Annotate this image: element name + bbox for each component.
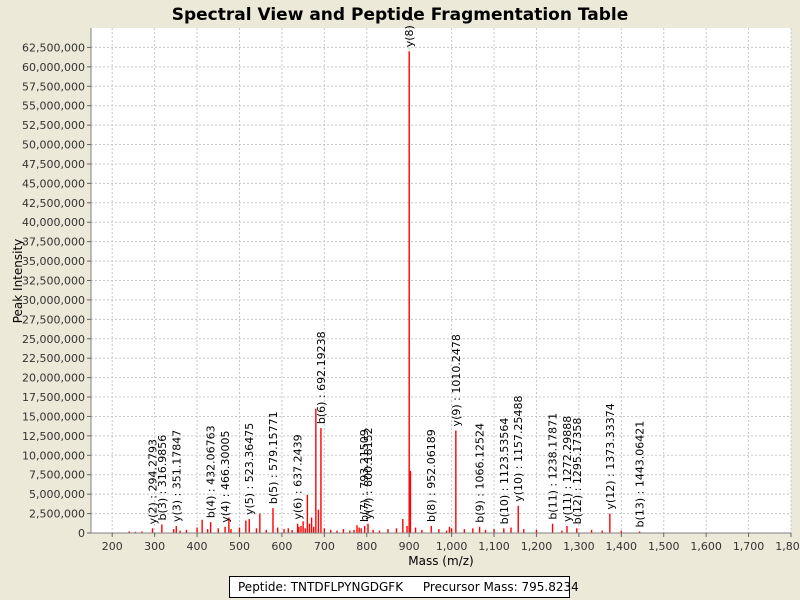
peak-annotation: y(4) : 466.30005 bbox=[219, 431, 232, 523]
peak-annotation: b(4) : 432.06763 bbox=[205, 425, 218, 518]
x-tick-label: 1,400 bbox=[606, 540, 638, 553]
y-tick-label: 5,000,000 bbox=[29, 488, 85, 501]
x-axis-ticks: 200 300 400 500 600 700 800 900 1,000 1,100 1,200 1… bbox=[102, 533, 800, 553]
peak-annotation: y(3) : 351.17847 bbox=[170, 430, 183, 522]
y-axis-label: Peak Intensity bbox=[11, 239, 25, 324]
peak-annotation: y(12) : 1373.33374 bbox=[604, 403, 617, 509]
y-tick-label: 62,500,000 bbox=[22, 41, 85, 54]
x-tick-label: 200 bbox=[102, 540, 123, 553]
x-tick-label: 400 bbox=[187, 540, 208, 553]
peak-annotation: y(9) : 1010.2478 bbox=[450, 334, 463, 426]
y-tick-label: 52,500,000 bbox=[22, 119, 85, 132]
y-tick-label: 20,000,000 bbox=[22, 372, 85, 385]
y-tick-label: 45,000,000 bbox=[22, 177, 85, 190]
peak-annotation: y(8) : bbox=[403, 18, 416, 47]
y-tick-label: 7,500,000 bbox=[29, 469, 85, 482]
x-tick-label: 500 bbox=[229, 540, 250, 553]
peak-annotation: b(11) : 1238.17871 bbox=[547, 413, 560, 520]
x-tick-label: 800 bbox=[356, 540, 377, 553]
peak-annotation: y(7) : 800.18152 bbox=[362, 427, 375, 519]
peak-annotation: y(5) : 523.36475 bbox=[243, 423, 256, 515]
y-tick-label: 37,500,000 bbox=[22, 236, 85, 249]
y-tick-label: 0 bbox=[78, 527, 85, 540]
peak-annotation: b(3) : 316.9856 bbox=[156, 435, 169, 521]
peak-annotation: b(10) : 1123.53564 bbox=[498, 418, 511, 525]
x-tick-label: 1,300 bbox=[563, 540, 595, 553]
y-tick-label: 30,000,000 bbox=[22, 294, 85, 307]
peak-annotation: y(11) : 1272.29888 bbox=[561, 416, 574, 522]
spectrum-peaks bbox=[128, 51, 641, 533]
y-tick-label: 12,500,000 bbox=[22, 430, 85, 443]
peak-annotation: b(6) : 692.19238 bbox=[315, 331, 328, 424]
y-tick-label: 2,500,000 bbox=[29, 508, 85, 521]
grid bbox=[91, 28, 792, 533]
y-tick-label: 40,000,000 bbox=[22, 216, 85, 229]
x-axis-label: Mass (m/z) bbox=[408, 554, 473, 568]
x-tick-label: 600 bbox=[271, 540, 292, 553]
y-tick-label: 57,500,000 bbox=[22, 80, 85, 93]
peptide-info-box: Peptide: TNTDFLPYNGDGFK Precursor Mass: … bbox=[229, 576, 579, 598]
peak-annotation: b(12) : 1295.17358 bbox=[571, 418, 584, 525]
y-tick-label: 17,500,000 bbox=[22, 391, 85, 404]
y-tick-label: 50,000,000 bbox=[22, 139, 85, 152]
peak-annotation: b(13) : 1443.06421 bbox=[634, 421, 647, 528]
y-tick-label: 32,500,000 bbox=[22, 275, 85, 288]
peak-annotation: b(5) : 579.15771 bbox=[267, 411, 280, 504]
x-tick-label: 1,600 bbox=[690, 540, 722, 553]
x-tick-label: 300 bbox=[144, 540, 165, 553]
y-tick-label: 55,000,000 bbox=[22, 100, 85, 113]
x-tick-label: 1,100 bbox=[478, 540, 510, 553]
x-tick-label: 900 bbox=[399, 540, 420, 553]
y-tick-label: 35,000,000 bbox=[22, 255, 85, 268]
peak-annotation: y(6) : 637.2439 bbox=[292, 434, 305, 519]
y-axis-ticks: 0 2,500,000 5,000,000 7,500,000 10,000,000 12… bbox=[22, 41, 91, 540]
x-tick-label: 700 bbox=[314, 540, 335, 553]
y-tick-label: 27,500,000 bbox=[22, 313, 85, 326]
x-tick-label: 1,200 bbox=[521, 540, 553, 553]
y-tick-label: 60,000,000 bbox=[22, 61, 85, 74]
y-tick-label: 42,500,000 bbox=[22, 197, 85, 210]
y-tick-label: 10,000,000 bbox=[22, 449, 85, 462]
spectrum-chart: Spectral View and Peptide Fragmentation … bbox=[11, 5, 800, 568]
y-tick-label: 15,000,000 bbox=[22, 410, 85, 423]
x-tick-label: 1,000 bbox=[436, 540, 468, 553]
peptide-sequence: Peptide: TNTDFLPYNGDGFK bbox=[238, 580, 404, 594]
peak-annotation: y(2) : 294.2793 bbox=[147, 439, 160, 524]
peak-annotation: y(10) : 1157.25488 bbox=[512, 396, 525, 502]
x-tick-label: 1,700 bbox=[733, 540, 765, 553]
y-tick-label: 47,500,000 bbox=[22, 158, 85, 171]
x-tick-label: 1,800 bbox=[775, 540, 800, 553]
y-tick-label: 25,000,000 bbox=[22, 333, 85, 346]
precursor-mass: Precursor Mass: 795.8234 bbox=[422, 580, 579, 594]
peak-annotation: b(7) : 793.21509 bbox=[358, 429, 371, 522]
peak-annotation: b(8) : 952.06189 bbox=[425, 429, 438, 522]
y-tick-label: 22,500,000 bbox=[22, 352, 85, 365]
peak-annotation: b(9) : 1066.12524 bbox=[474, 423, 487, 523]
x-tick-label: 1,500 bbox=[648, 540, 680, 553]
chart-title: Spectral View and Peptide Fragmentation … bbox=[172, 5, 629, 25]
